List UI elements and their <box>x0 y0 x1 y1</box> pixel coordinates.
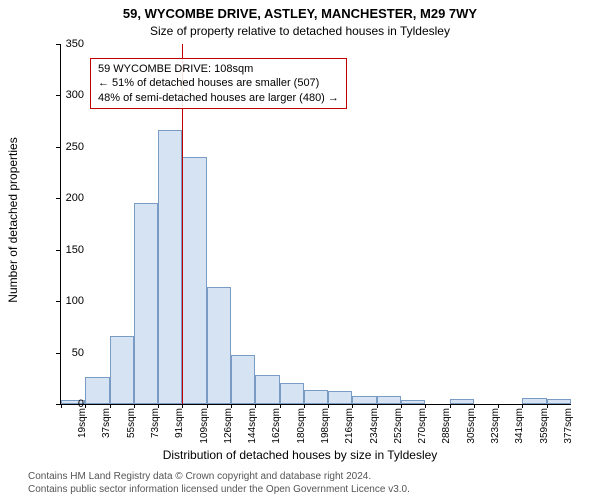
histogram-bar <box>280 383 304 404</box>
y-tick-mark <box>56 353 60 354</box>
x-tick-mark <box>401 404 402 408</box>
x-tick-label: 37sqm <box>101 408 112 452</box>
y-tick-mark <box>56 250 60 251</box>
x-tick-mark <box>352 404 353 408</box>
histogram-bar <box>377 396 401 404</box>
histogram-bar <box>110 336 134 404</box>
x-tick-label: 234sqm <box>369 408 380 452</box>
x-tick-mark <box>158 404 159 408</box>
x-tick-label: 359sqm <box>539 408 550 452</box>
x-tick-mark <box>304 404 305 408</box>
histogram-bar <box>85 377 109 404</box>
histogram-bar <box>401 400 425 404</box>
footer-line-2: Contains public sector information licen… <box>28 483 410 496</box>
histogram-bar <box>547 399 571 404</box>
x-tick-mark <box>522 404 523 408</box>
footer-text: Contains HM Land Registry data © Crown c… <box>28 470 410 496</box>
x-tick-label: 126sqm <box>223 408 234 452</box>
x-tick-label: 19sqm <box>77 408 88 452</box>
x-axis-label: Distribution of detached houses by size … <box>0 448 600 462</box>
x-tick-mark <box>425 404 426 408</box>
x-tick-label: 73sqm <box>150 408 161 452</box>
annotation-line-2: ← 51% of detached houses are smaller (50… <box>98 76 339 90</box>
x-tick-mark <box>182 404 183 408</box>
histogram-bar <box>450 399 474 404</box>
histogram-bar <box>352 396 376 404</box>
x-tick-label: 341sqm <box>514 408 525 452</box>
y-tick-mark <box>56 301 60 302</box>
x-tick-label: 323sqm <box>490 408 501 452</box>
histogram-bar <box>182 157 206 404</box>
chart-subtitle: Size of property relative to detached ho… <box>0 24 600 38</box>
x-tick-label: 180sqm <box>296 408 307 452</box>
x-tick-label: 162sqm <box>271 408 282 452</box>
annotation-box: 59 WYCOMBE DRIVE: 108sqm ← 51% of detach… <box>90 58 347 109</box>
x-tick-mark <box>85 404 86 408</box>
x-tick-mark <box>547 404 548 408</box>
x-tick-label: 144sqm <box>247 408 258 452</box>
x-tick-label: 109sqm <box>199 408 210 452</box>
x-tick-mark <box>474 404 475 408</box>
x-tick-mark <box>110 404 111 408</box>
annotation-line-3: 48% of semi-detached houses are larger (… <box>98 91 339 105</box>
annotation-line-1: 59 WYCOMBE DRIVE: 108sqm <box>98 62 339 76</box>
histogram-bar <box>328 391 352 404</box>
x-tick-label: 216sqm <box>344 408 355 452</box>
x-tick-label: 198sqm <box>320 408 331 452</box>
x-tick-mark <box>255 404 256 408</box>
y-tick-mark <box>56 44 60 45</box>
x-tick-mark <box>328 404 329 408</box>
x-tick-label: 377sqm <box>563 408 574 452</box>
x-tick-mark <box>377 404 378 408</box>
histogram-bar <box>304 390 328 404</box>
x-tick-label: 288sqm <box>441 408 452 452</box>
histogram-bar <box>207 287 231 404</box>
x-tick-label: 91sqm <box>174 408 185 452</box>
x-tick-label: 305sqm <box>466 408 477 452</box>
x-tick-mark <box>498 404 499 408</box>
x-tick-mark <box>280 404 281 408</box>
chart-title: 59, WYCOMBE DRIVE, ASTLEY, MANCHESTER, M… <box>0 6 600 21</box>
histogram-bar <box>158 130 182 404</box>
histogram-bar <box>522 398 546 404</box>
x-tick-label: 252sqm <box>393 408 404 452</box>
y-tick-mark <box>56 198 60 199</box>
y-tick-mark <box>56 404 60 405</box>
x-tick-mark <box>450 404 451 408</box>
x-tick-mark <box>231 404 232 408</box>
x-tick-label: 270sqm <box>417 408 428 452</box>
y-tick-mark <box>56 147 60 148</box>
x-tick-mark <box>134 404 135 408</box>
histogram-bar <box>255 375 279 404</box>
histogram-bar <box>134 203 158 404</box>
y-tick-mark <box>56 95 60 96</box>
footer-line-1: Contains HM Land Registry data © Crown c… <box>28 470 410 483</box>
x-tick-label: 55sqm <box>126 408 137 452</box>
y-axis-label: Number of detached properties <box>6 137 20 302</box>
x-tick-mark <box>207 404 208 408</box>
histogram-bar <box>231 355 255 404</box>
